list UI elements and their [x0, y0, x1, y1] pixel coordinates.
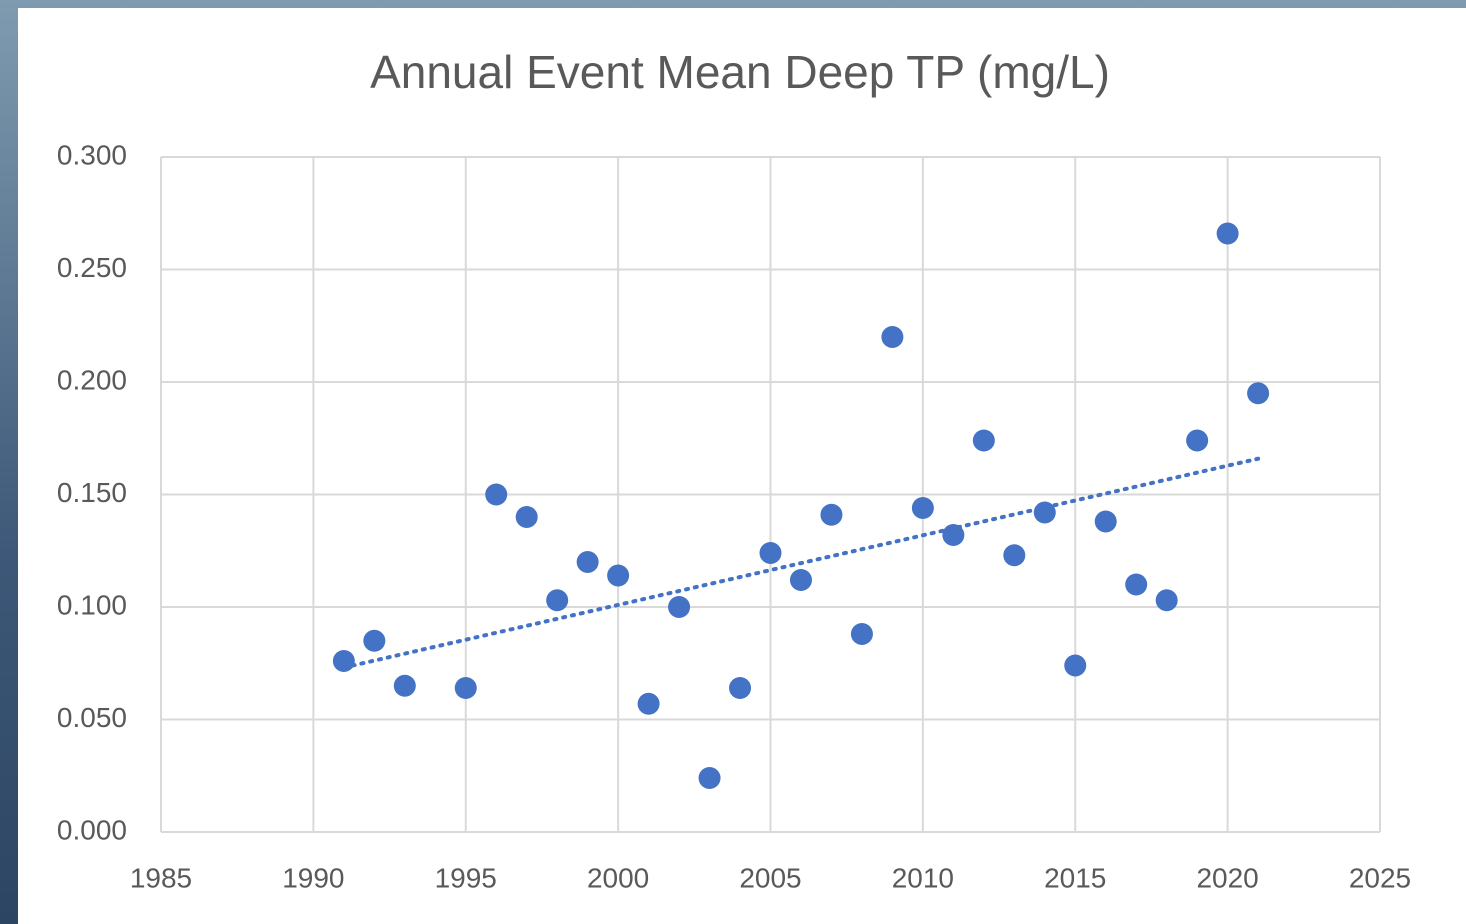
- point: [881, 326, 904, 348]
- y-tick-label: 0.000: [57, 814, 127, 845]
- x-tick-label: 1985: [130, 862, 192, 893]
- point: [759, 542, 782, 564]
- x-tick-label: 1990: [282, 862, 344, 893]
- point: [454, 677, 477, 699]
- point: [546, 589, 569, 612]
- chart-title: Annual Event Mean Deep TP (mg/L): [370, 46, 1110, 98]
- point: [1064, 654, 1087, 677]
- point: [729, 677, 752, 699]
- trendline: [341, 456, 1261, 670]
- x-tick-label: 2000: [587, 862, 649, 893]
- point: [942, 524, 965, 546]
- x-tick-label: 2020: [1196, 862, 1258, 893]
- point: [1125, 573, 1148, 596]
- point: [820, 503, 843, 526]
- x-tick-label: 2010: [892, 862, 954, 893]
- point: [607, 564, 630, 587]
- y-tick-label: 0.200: [57, 364, 127, 395]
- point: [911, 497, 934, 519]
- point: [332, 650, 355, 672]
- x-tick-label: 2025: [1349, 862, 1411, 893]
- x-tick-label: 2015: [1044, 862, 1106, 893]
- point: [576, 551, 599, 573]
- point: [1033, 501, 1056, 524]
- point: [972, 429, 995, 452]
- y-tick-label: 0.100: [57, 589, 127, 620]
- y-tick-label: 0.250: [57, 252, 127, 283]
- chart-area: [18, 8, 1466, 924]
- x-tick-label: 1995: [435, 862, 497, 893]
- point: [485, 483, 508, 506]
- point: [393, 674, 416, 697]
- point: [1186, 429, 1209, 452]
- point: [850, 623, 873, 645]
- y-tick-label: 0.050: [57, 702, 127, 733]
- point: [363, 629, 386, 652]
- point: [1003, 544, 1026, 567]
- point: [637, 692, 660, 715]
- y-tick-label: 0.150: [57, 477, 127, 508]
- point: [1216, 222, 1239, 245]
- point: [698, 767, 721, 789]
- point: [515, 506, 538, 528]
- point: [1094, 510, 1117, 533]
- x-tick-label: 2005: [739, 862, 801, 893]
- y-tick-label: 0.300: [57, 139, 127, 170]
- point: [668, 596, 691, 618]
- point: [789, 569, 812, 591]
- point: [1247, 382, 1270, 405]
- point: [1155, 589, 1178, 612]
